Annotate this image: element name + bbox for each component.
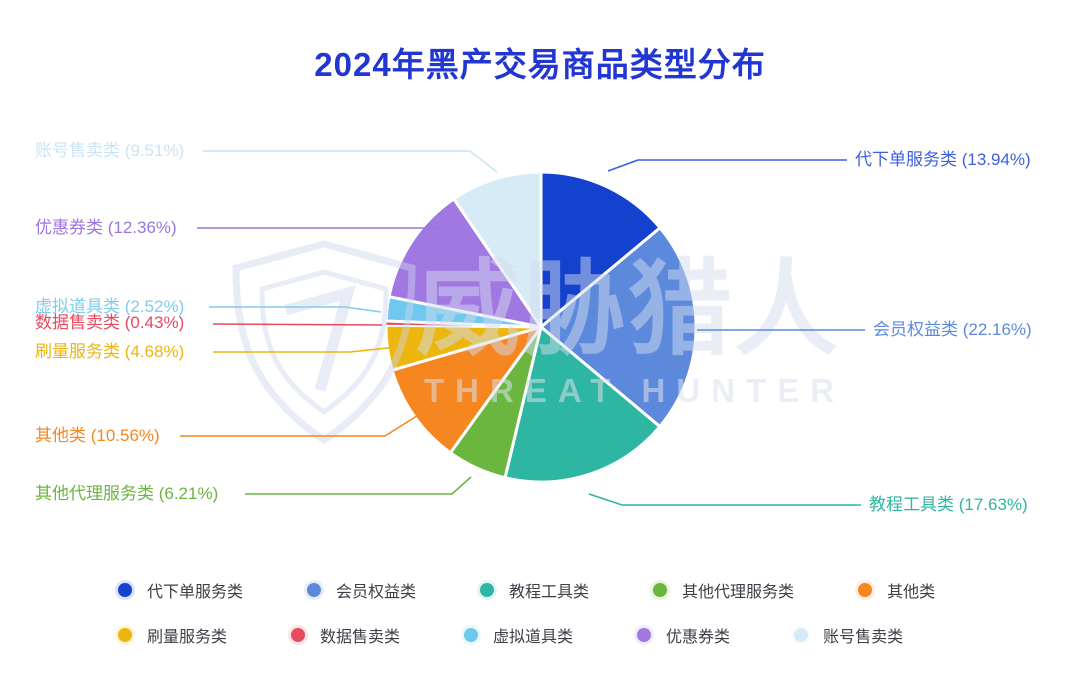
- legend-dot-icon: [307, 583, 322, 597]
- legend-item-0-2[interactable]: 教程工具类: [480, 578, 589, 602]
- pie-callout-line-3: [245, 476, 472, 495]
- legend-label: 代下单服务类: [147, 584, 244, 601]
- chart-legend: 代下单服务类 会员权益类 教程工具类 其他代理服务类 其他类刷量服务类 数据售卖类 虚拟道具…: [118, 578, 935, 647]
- pie-callout-label-0: 代下单服务类 (13.94%): [855, 150, 1031, 169]
- pie-slice-9[interactable]: [452, 170, 543, 329]
- pie-callout-line-0: [607, 159, 847, 172]
- legend-dot-icon: [464, 628, 479, 642]
- legend-dot-icon: [637, 628, 652, 642]
- legend-label: 刷量服务类: [147, 629, 228, 646]
- pie-callout-label-7: 虚拟道具类 (2.52%): [35, 297, 185, 316]
- watermark-text-cn: 威胁猎人: [416, 252, 841, 368]
- legend-label: 账号售卖类: [823, 629, 904, 646]
- legend-row-1: 刷量服务类 数据售卖类 虚拟道具类 优惠券类 账号售卖类: [118, 623, 903, 647]
- legend-label: 优惠券类: [666, 629, 731, 646]
- pie-callout-line-7: [209, 306, 382, 313]
- legend-label: 数据售卖类: [320, 629, 401, 646]
- legend-label: 会员权益类: [336, 584, 417, 601]
- pie-callout-label-4: 其他类 (10.56%): [35, 426, 160, 445]
- legend-item-1-1[interactable]: 数据售卖类: [291, 623, 400, 647]
- pie-callout-line-2: [588, 493, 861, 506]
- pie-callout-line-6: [212, 323, 383, 326]
- pie-callout-line-4: [180, 413, 421, 437]
- legend-label: 其他代理服务类: [682, 584, 795, 601]
- legend-item-0-0[interactable]: 代下单服务类: [118, 578, 243, 602]
- legend-item-1-3[interactable]: 优惠券类: [637, 623, 730, 647]
- legend-dot-icon: [480, 583, 495, 597]
- legend-label: 其他类: [887, 584, 936, 601]
- pie-callout-label-8: 优惠券类 (12.36%): [35, 218, 177, 237]
- legend-item-1-2[interactable]: 虚拟道具类: [464, 623, 573, 647]
- chart-title: 2024年黑产交易商品类型分布: [314, 46, 766, 83]
- pie-callout-label-6: 数据售卖类 (0.43%): [35, 313, 185, 332]
- pie-callout-line-8: [197, 227, 467, 248]
- legend-label: 虚拟道具类: [493, 629, 574, 646]
- legend-item-1-0[interactable]: 刷量服务类: [118, 623, 227, 647]
- legend-dot-icon: [858, 583, 873, 597]
- pie-callout-line-5: [213, 346, 398, 353]
- pie-slice-2[interactable]: [503, 325, 662, 484]
- pie-callout-label-5: 刷量服务类 (4.68%): [35, 342, 185, 361]
- legend-dot-icon: [291, 628, 306, 642]
- legend-row-0: 代下单服务类 会员权益类 教程工具类 其他代理服务类 其他类: [118, 578, 935, 602]
- pie-slice-8[interactable]: [387, 197, 543, 329]
- watermark-text-en: THREAT HUNTER: [424, 372, 846, 409]
- legend-dot-icon: [118, 583, 132, 597]
- legend-item-0-4[interactable]: 其他类: [858, 578, 935, 602]
- pie-callout-label-1: 会员权益类 (22.16%): [873, 320, 1032, 339]
- pie-callout-label-2: 教程工具类 (17.63%): [869, 495, 1028, 514]
- legend-item-0-1[interactable]: 会员权益类: [307, 578, 416, 602]
- legend-item-1-4[interactable]: 账号售卖类: [794, 623, 903, 647]
- legend-label: 教程工具类: [509, 584, 590, 601]
- pie-slice-0[interactable]: [539, 170, 662, 329]
- legend-dot-icon: [653, 583, 668, 597]
- pie-callout-label-9: 账号售卖类 (9.51%): [35, 141, 185, 160]
- pie-callout-label-3: 其他代理服务类 (6.21%): [35, 484, 219, 503]
- legend-dot-icon: [794, 628, 809, 642]
- pie-slice-1[interactable]: [539, 226, 698, 429]
- pie-callout-line-9: [203, 150, 498, 173]
- pie-slice-4[interactable]: [390, 325, 543, 455]
- legend-dot-icon: [118, 628, 132, 642]
- legend-item-0-3[interactable]: 其他代理服务类: [653, 578, 794, 602]
